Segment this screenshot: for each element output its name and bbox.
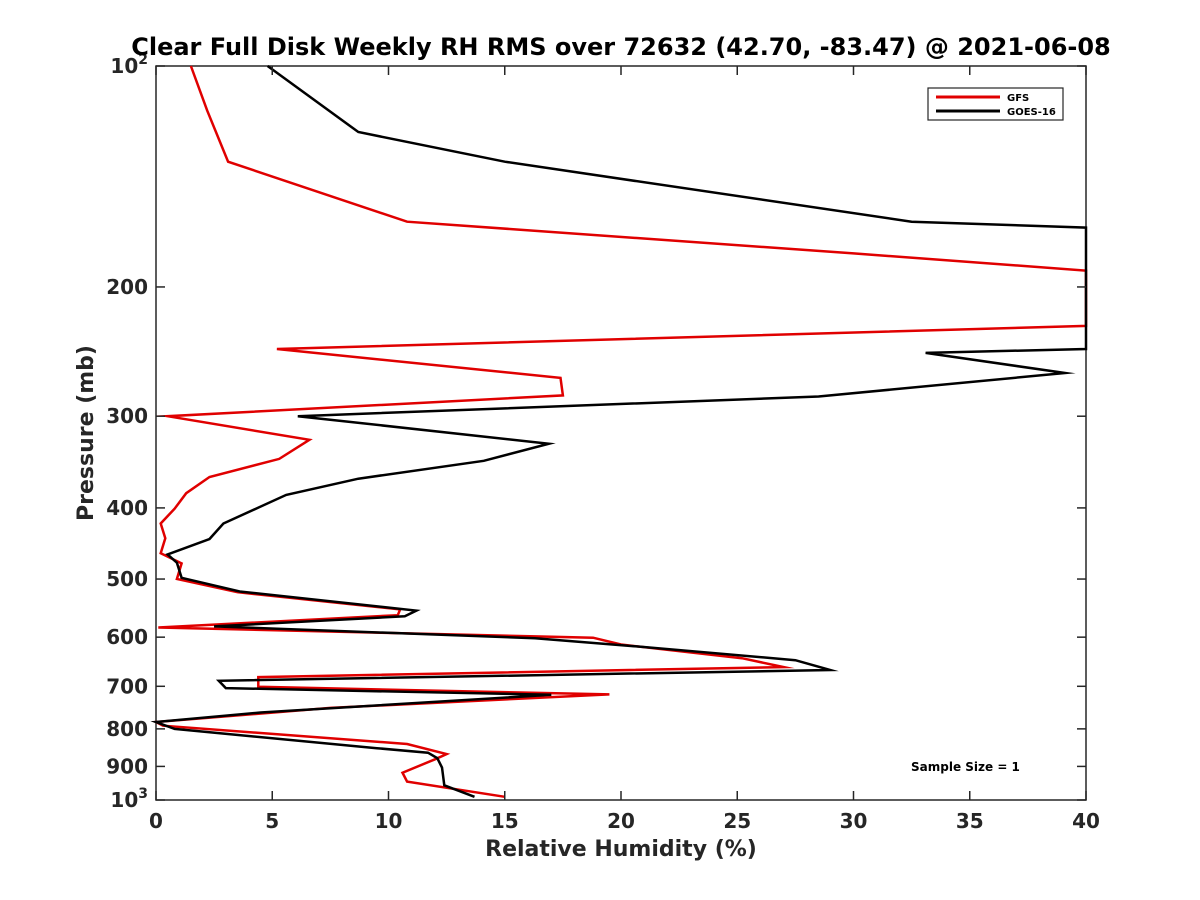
tick-exponent: 3 — [138, 786, 148, 802]
x-tick-label: 15 — [491, 809, 519, 833]
y-tick-label: 700 — [106, 674, 148, 698]
legend-label-goes16: GOES-16 — [1007, 107, 1056, 118]
x-tick-label: 35 — [956, 809, 984, 833]
legend-box — [927, 87, 1064, 121]
x-tick-label: 30 — [840, 809, 868, 833]
series-layer — [150, 64, 1088, 799]
y-tick-label: 200 — [106, 275, 148, 299]
tick-exponent: 2 — [138, 52, 148, 68]
y-tick-label: 400 — [106, 496, 148, 520]
y-tick-label-power: 103 — [110, 786, 148, 812]
x-axis-ticks: 0 5 10 15 20 25 30 35 40 — [149, 66, 1100, 833]
sample-size-annotation: Sample Size = 1 — [911, 760, 1020, 774]
legend-label-gfs: GFS — [1007, 93, 1029, 104]
y-axis-label: Pressure (mb) — [74, 345, 99, 521]
y-tick-label: 900 — [106, 754, 148, 778]
y-tick-label: 300 — [106, 404, 148, 428]
y-tick-label: 600 — [106, 625, 148, 649]
x-tick-label: 10 — [375, 809, 403, 833]
x-tick-label: 40 — [1072, 809, 1100, 833]
x-tick-label: 5 — [265, 809, 279, 833]
y-tick-label: 800 — [106, 717, 148, 741]
chart-title: Clear Full Disk Weekly RH RMS over 72632… — [131, 33, 1111, 61]
x-tick-label: 20 — [607, 809, 635, 833]
series-line-goes16 — [150, 64, 1088, 798]
x-tick-label: 0 — [149, 809, 163, 833]
x-axis-label: Relative Humidity (%) — [485, 837, 757, 862]
legend: GFS GOES-16 — [927, 87, 1064, 121]
x-tick-label: 25 — [723, 809, 751, 833]
tick-base: 10 — [110, 54, 138, 78]
tick-base: 10 — [110, 788, 138, 812]
y-tick-label: 500 — [106, 567, 148, 591]
y-tick-label-power: 102 — [110, 52, 148, 78]
